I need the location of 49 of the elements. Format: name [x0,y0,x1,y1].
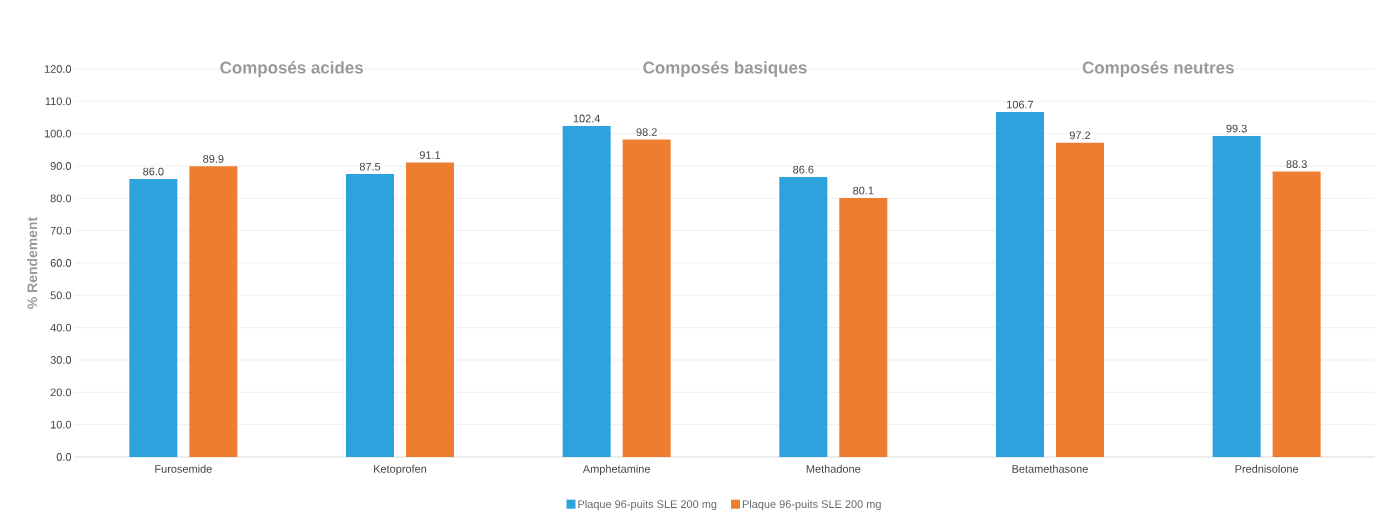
annotation: Composés basiques [643,61,807,77]
bar [129,178,178,457]
x-tick-label: Ketoprofen [374,464,427,475]
x-tick-label: Furosemide [155,464,212,473]
data-label: 106.7 [1007,100,1034,109]
x-tick-label: Prednisolone [1235,464,1299,473]
legend-label: Plaque 96-puits SLE 200 mg [742,499,881,511]
bar [346,174,394,457]
y-tick-label: 60.0 [50,259,72,267]
y-tick-label: 40.0 [50,323,72,332]
bar [622,139,671,457]
y-tick-label: 80.0 [50,194,72,203]
data-label: 86.0 [143,167,164,176]
data-label: 97.2 [1069,131,1091,140]
bar [1212,135,1261,457]
y-tick-label: 20.0 [50,388,72,397]
x-tick-label: Amphetamine [582,464,650,475]
data-label: 91.1 [419,151,441,159]
data-label: 99.3 [1226,124,1247,133]
y-tick-label: 110.0 [45,97,72,106]
y-tick-label: 100.0 [44,129,72,138]
y-tick-label: 30.0 [50,356,72,364]
y-tick-label: 90.0 [50,162,72,170]
annotation: Composés acides [220,61,363,77]
bar [562,125,611,457]
y-axis-title: % Rendement [26,217,38,309]
x-tick-label: Betamethasone [1012,464,1088,473]
annotation: Composés neutres [1082,61,1234,77]
y-tick-label: 50.0 [50,291,72,300]
data-label: 80.1 [853,186,874,195]
data-label: 87.5 [359,162,381,171]
bar [1272,171,1321,457]
y-tick-label: 0.0 [56,453,72,461]
y-tick-label: 10.0 [51,420,72,429]
data-label: 102.4 [573,114,601,123]
data-label: 86.6 [793,165,814,174]
legend-label: Plaque 96-puits SLE 200 mg [578,499,717,511]
data-label: 88.3 [1286,160,1307,168]
bar [995,111,1044,457]
bar [839,197,888,457]
bar [779,176,828,457]
bar [189,166,238,457]
bar [1055,142,1104,457]
y-tick-label: 70.0 [50,226,72,235]
bar [406,162,454,457]
data-label: 98.2 [636,128,657,136]
data-label: 89.9 [203,155,224,163]
y-tick-label: 120.0 [44,65,72,73]
x-tick-label: Methadone [806,464,861,473]
